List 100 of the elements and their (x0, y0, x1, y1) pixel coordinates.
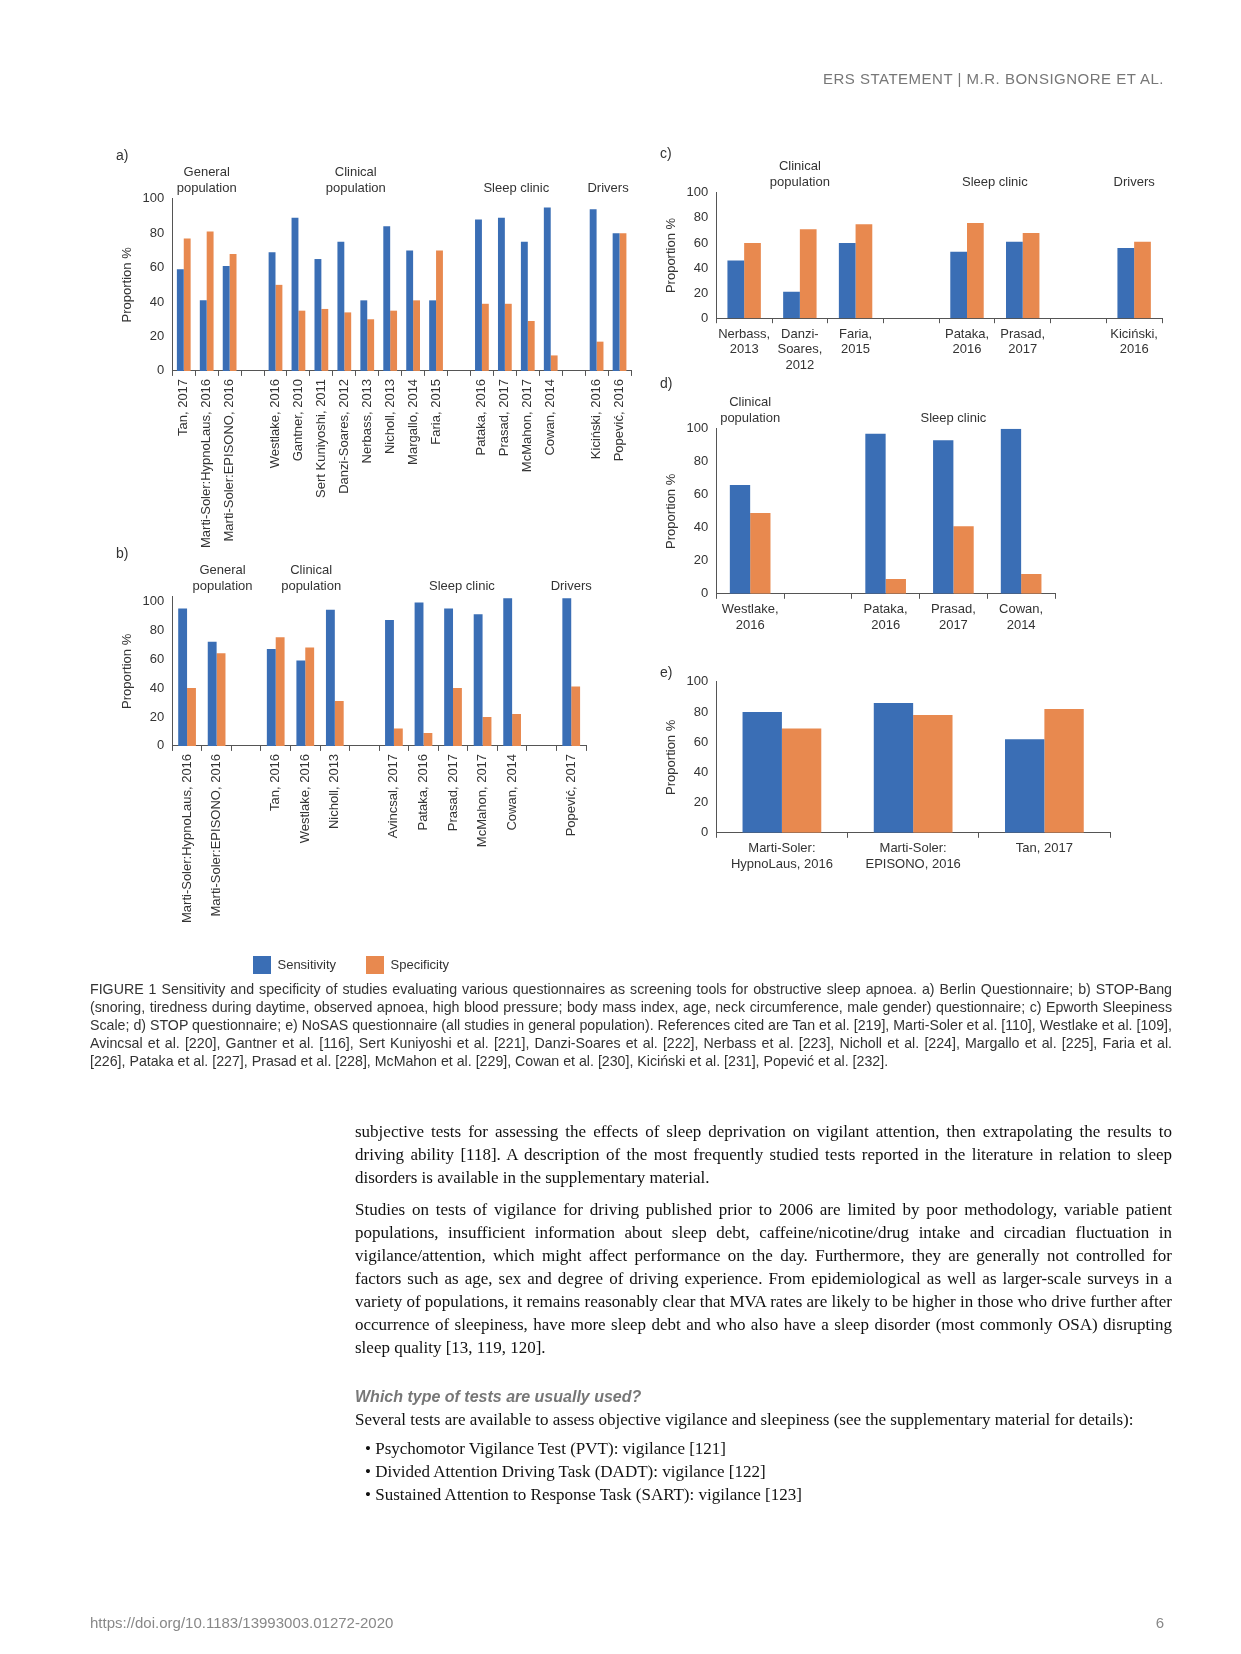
y-axis-title: Proportion % (119, 246, 135, 323)
text: https://doi.org/10.1183/13993003.01272-2020 (90, 1614, 394, 1631)
bar (325, 609, 335, 746)
x-tick-label: Sert Kuniyoshi, 2011 (312, 378, 328, 498)
bar (423, 732, 433, 746)
bar (1117, 247, 1135, 319)
bar (268, 252, 276, 371)
bar (275, 637, 285, 746)
bar (838, 242, 856, 319)
bar (216, 653, 226, 746)
y-tick-label: 20 (149, 328, 165, 344)
x-tick-label: Prasad, 2017 (930, 601, 976, 632)
x-tick-label: Tan, 2017 (175, 378, 191, 437)
text: Sleep clinic (429, 577, 496, 593)
x-tick-label: Faria, 2015 (427, 378, 443, 445)
y-tick-label: 60 (149, 650, 165, 666)
text: Clinical population (325, 163, 386, 195)
y-tick-label: 80 (693, 703, 709, 719)
x-tick-label: Westlake, 2016 (296, 753, 312, 844)
x-tick-label: Tan, 2016 (267, 753, 283, 812)
text: Which type of tests are usually used? (355, 1387, 643, 1407)
x-tick-label: Cowan, 2014 (999, 601, 1044, 632)
y-tick-label: 40 (149, 293, 165, 309)
bar (933, 440, 954, 594)
y-axis-title: Proportion % (663, 719, 679, 795)
text: Drivers (550, 577, 593, 593)
x-tick-label: Tan, 2017 (1015, 840, 1073, 856)
bar (783, 291, 800, 319)
x-tick-label: Cowan, 2014 (503, 753, 519, 831)
x-tick-label: Pataka, 2016 (863, 601, 908, 632)
y-tick-label: 40 (693, 763, 709, 779)
y-tick-label: 0 (701, 309, 709, 325)
bar (334, 701, 344, 746)
y-tick-label: 60 (149, 259, 165, 275)
x-tick-label: Westlake, 2016 (267, 378, 283, 469)
y-tick-label: 80 (693, 453, 709, 469)
y-tick-label: 40 (693, 259, 709, 275)
bar (589, 209, 597, 371)
bar (562, 598, 572, 746)
y-tick-label: 60 (693, 733, 709, 749)
y-tick-label: 100 (686, 420, 709, 436)
y-tick-label: 100 (142, 592, 165, 608)
bar (520, 241, 528, 371)
bar (429, 300, 437, 371)
bar (482, 716, 492, 746)
bar (727, 260, 745, 319)
text: • Psychomotor Vigilance Test (PVT): vigilance [121] (365, 1438, 727, 1460)
text: General population (192, 561, 253, 593)
bar (305, 647, 315, 746)
text: Drivers (1113, 173, 1156, 189)
legend-label: Sensitivity (277, 956, 337, 972)
text: ERS STATEMENT | M.R. BONSIGNORE ET AL. (822, 70, 1164, 87)
y-tick-label: 20 (149, 708, 165, 724)
bar (414, 602, 424, 746)
bar (512, 714, 521, 746)
x-tick-label: McMahon, 2017 (474, 753, 490, 848)
bar (1021, 574, 1042, 594)
x-tick-label: Kiciński, 2016 (588, 378, 604, 460)
bar (385, 619, 394, 746)
y-tick-label: 60 (693, 234, 709, 250)
x-tick-label: Popević, 2017 (562, 753, 578, 837)
legend-label: Specificity (390, 956, 450, 972)
y-tick-label: 60 (693, 486, 709, 502)
bar (873, 702, 914, 833)
bar (799, 229, 817, 319)
x-tick-label: Marti-Soler:HypnoLaus, 2016 (178, 753, 194, 923)
bar (885, 578, 906, 594)
text: Clinical population (720, 393, 781, 425)
bar (183, 238, 191, 371)
bar (176, 269, 184, 371)
text: • Divided Attention Driving Task (DADT): vigilance [122] (365, 1461, 767, 1483)
y-tick-label: 100 (142, 190, 165, 206)
bar (571, 686, 581, 746)
text: General population (176, 163, 237, 195)
bar (344, 312, 352, 371)
bar (453, 688, 462, 746)
y-axis-title: Proportion % (663, 217, 679, 294)
x-tick-label: Pataka, 2016 (473, 378, 489, 456)
y-tick-label: 80 (149, 621, 165, 637)
text: Sleep clinic (961, 173, 1029, 189)
y-tick-label: 20 (693, 284, 709, 300)
text: Clinical population (281, 561, 342, 593)
bar (444, 608, 454, 746)
x-tick-label: Marti-Soler: HypnoLaus, 2016 (730, 840, 833, 871)
bar (473, 614, 483, 746)
bar (298, 310, 306, 371)
chart-title: d) (660, 375, 673, 392)
bar (950, 251, 967, 319)
bar (967, 222, 984, 319)
bar (481, 303, 489, 371)
bar (413, 300, 420, 371)
bar (207, 641, 217, 746)
text: subjective tests for assessing the effects of sleep deprivation on vigilant attention, then extrapolating the results to driving ability [118]. A description of the most frequently studied tests reported in the literature in relation to sleep disorders is available in the supplementary material. (355, 1121, 1172, 1189)
chart-title: b) (116, 545, 129, 562)
y-axis-title: Proportion % (663, 473, 679, 549)
y-tick-label: 40 (693, 519, 709, 535)
x-tick-label: Prasad, 2017 (444, 753, 460, 832)
bar (543, 207, 551, 371)
text: Several tests are available to assess objective vigilance and sleepiness (see the supplementary material for details): (355, 1409, 1135, 1431)
bar (321, 308, 329, 371)
